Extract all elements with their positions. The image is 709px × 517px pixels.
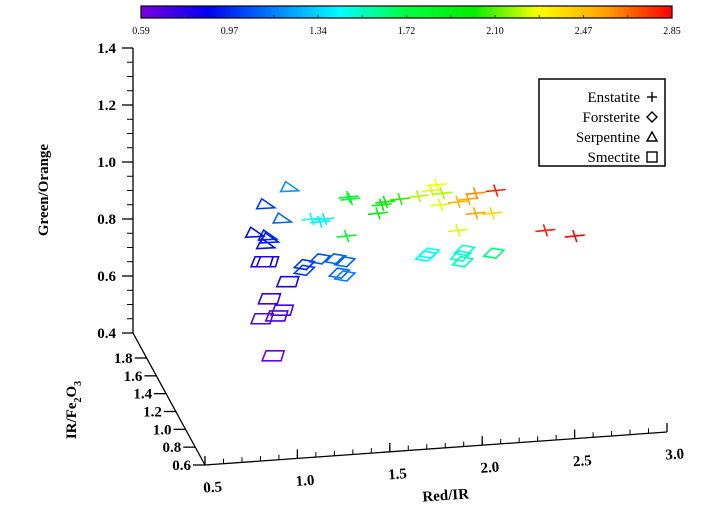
enstatite-point <box>336 229 357 243</box>
z-tick-label: 1.0 <box>153 422 172 438</box>
forsterite-point <box>333 255 357 268</box>
legend: Enstatite Forsterite Serpentine Smectite <box>538 78 666 167</box>
legend-label: Enstatite <box>588 90 641 106</box>
legend-square-icon <box>646 151 658 163</box>
smectite-point <box>275 275 300 288</box>
colorbar-tick-label: 2.85 <box>663 26 681 37</box>
smectite-point <box>260 349 286 362</box>
y-tick-label: 1.4 <box>97 41 116 57</box>
legend-cross-icon <box>647 92 657 102</box>
enstatite-point <box>301 212 322 226</box>
colorbar-tick-label: 0.97 <box>221 26 239 37</box>
enstatite-point <box>465 187 486 200</box>
serpentine-point <box>271 211 294 224</box>
y-tick-label: 0.4 <box>97 326 116 342</box>
z-tick-label: 1.6 <box>124 369 143 385</box>
forsterite-point <box>323 253 348 265</box>
x-tick-label: 1.5 <box>388 466 408 483</box>
enstatite-point <box>481 207 503 220</box>
enstatite-point <box>458 192 479 206</box>
smectite-point <box>270 304 295 317</box>
x-tick-label: 1.0 <box>295 473 315 490</box>
legend-label: Forsterite <box>583 110 641 126</box>
y-tick-label: 0.6 <box>97 269 116 285</box>
smectite-point <box>249 312 275 325</box>
x-axis-line <box>204 431 668 466</box>
enstatite-point <box>465 207 486 220</box>
colorbar-tick-label: 1.72 <box>398 26 416 37</box>
forsterite-point <box>482 247 506 260</box>
z-tick-label: 1.4 <box>133 387 152 403</box>
x-tick-label: 2.5 <box>572 453 592 470</box>
x-tick-label: 3.0 <box>665 446 685 463</box>
enstatite-point <box>485 184 506 197</box>
x-tick-label: 2.0 <box>480 460 500 477</box>
y-tick-label: 1.2 <box>97 98 116 114</box>
z-axis-label: IR/Fe2O3 <box>64 381 84 439</box>
enstatite-point <box>535 224 556 237</box>
data-points <box>244 178 585 362</box>
series-smectite <box>249 255 300 362</box>
smectite-point <box>257 292 282 305</box>
serpentine-point <box>259 231 281 244</box>
z-tick-label: 0.6 <box>172 458 191 474</box>
enstatite-point <box>426 178 447 192</box>
enstatite-point <box>432 187 453 200</box>
smectite-point <box>249 255 275 268</box>
legend-diamond-icon <box>646 111 658 123</box>
forsterite-point <box>417 247 442 260</box>
enstatite-point <box>340 192 361 206</box>
enstatite-point <box>447 195 469 209</box>
z-tick-label: 1.8 <box>114 351 133 367</box>
colorbar-tick-label: 2.47 <box>575 26 593 37</box>
z-axis-line <box>132 332 206 466</box>
forsterite-point <box>452 244 477 257</box>
colorbar: 0.59 0.97 1.34 1.72 2.10 2.47 2.85 <box>132 5 681 37</box>
y-tick-label: 0.8 <box>97 212 116 228</box>
serpentine-point <box>255 197 278 210</box>
enstatite-point <box>564 229 585 243</box>
forsterite-point <box>292 264 317 277</box>
series-serpentine <box>244 180 302 250</box>
enstatite-point <box>389 192 411 206</box>
forsterite-point <box>333 270 357 282</box>
colorbar-tick-label: 1.34 <box>309 26 327 37</box>
series-enstatite <box>301 178 585 243</box>
serpentine-point <box>279 180 302 193</box>
forsterite-point <box>292 258 317 271</box>
enstatite-point <box>371 198 392 212</box>
forsterite-point <box>450 255 475 268</box>
enstatite-point <box>430 198 451 212</box>
y-axis-label: Green/Orange <box>36 144 52 237</box>
smectite-point <box>255 255 280 268</box>
forsterite-point <box>308 253 332 265</box>
serpentine-point <box>244 226 267 239</box>
enstatite-point <box>408 189 429 203</box>
legend-label: Smectite <box>588 150 641 166</box>
colorbar-tick-label: 2.10 <box>486 26 504 37</box>
enstatite-point <box>367 207 389 220</box>
enstatite-point <box>338 190 359 204</box>
x-axis-label: Red/IR <box>422 486 470 505</box>
enstatite-point <box>314 212 335 226</box>
smectite-point <box>264 310 289 322</box>
z-tick-label: 0.8 <box>163 440 182 456</box>
x-tick-label: 0.5 <box>203 479 223 496</box>
enstatite-point <box>375 195 396 209</box>
enstatite-point <box>447 224 469 237</box>
series-forsterite <box>292 244 506 282</box>
legend-label: Serpentine <box>576 130 640 146</box>
y-tick-label: 1.0 <box>97 155 116 171</box>
legend-triangle-icon <box>645 130 659 142</box>
colorbar-tick-label: 0.59 <box>132 26 150 37</box>
z-tick-label: 1.2 <box>143 405 162 421</box>
legend-box <box>538 78 666 167</box>
forsterite-point <box>327 267 351 280</box>
